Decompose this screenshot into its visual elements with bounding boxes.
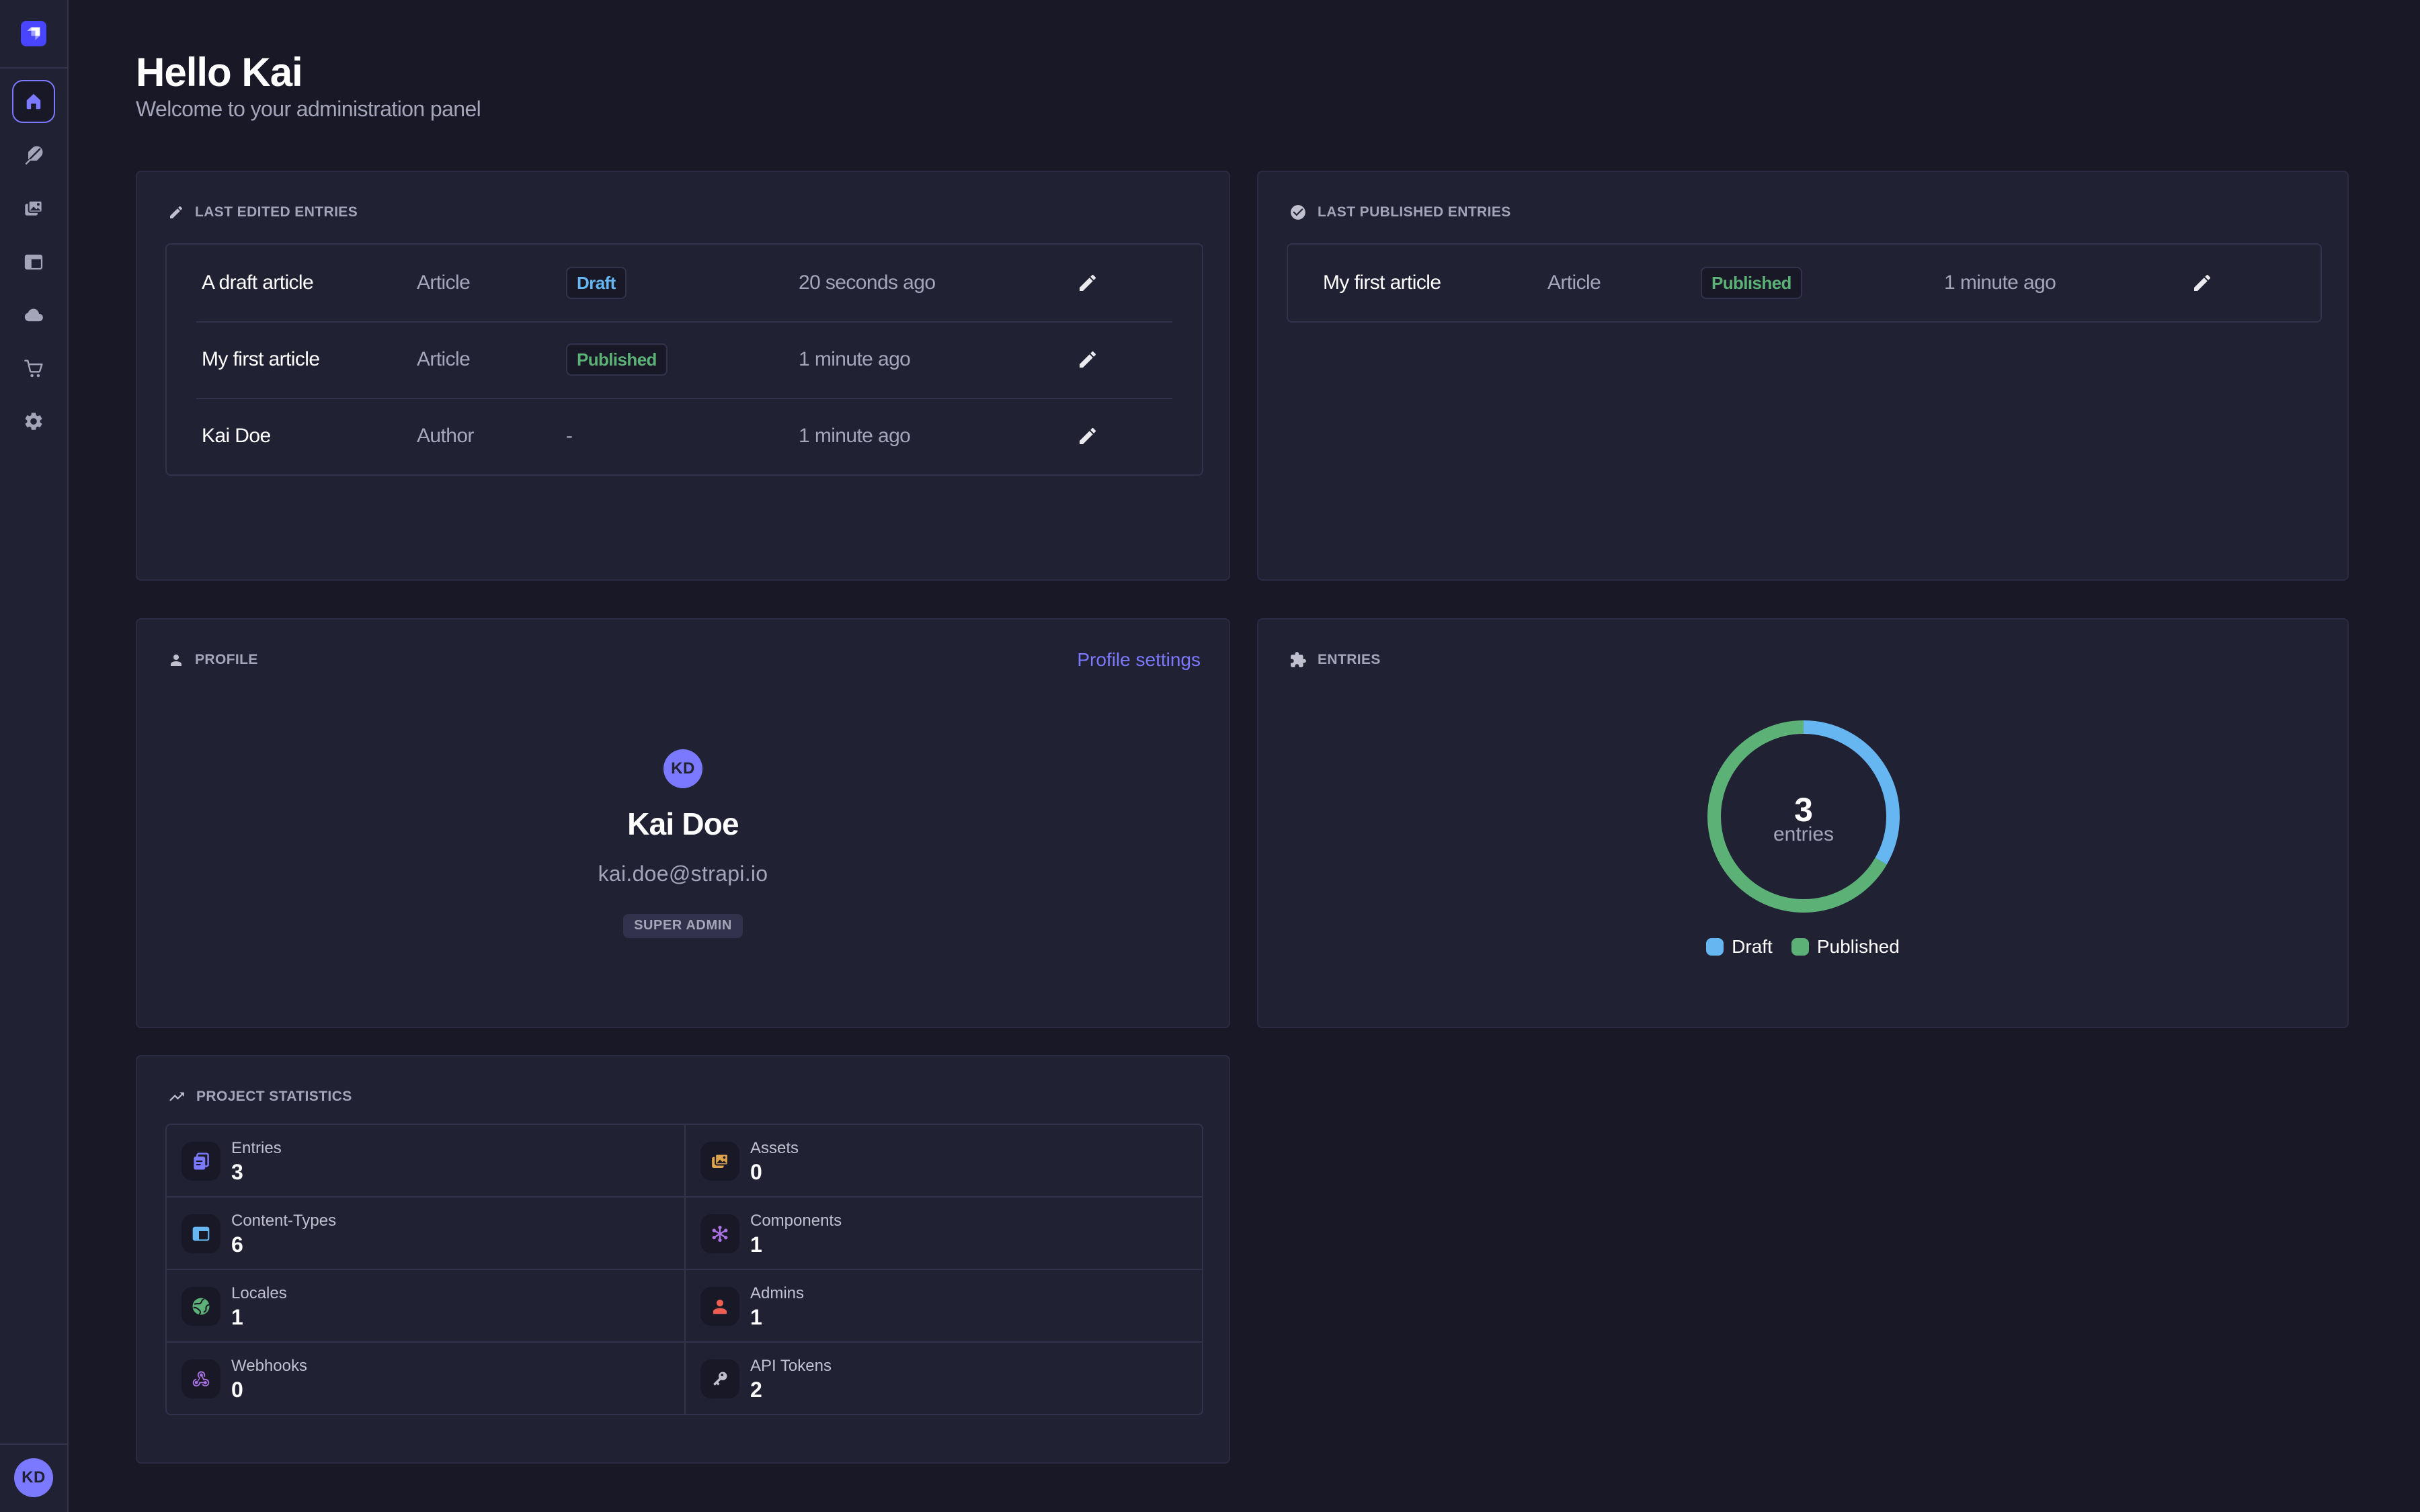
svg-text:entries: entries [1773,823,1834,845]
svg-text:3: 3 [1794,791,1813,829]
